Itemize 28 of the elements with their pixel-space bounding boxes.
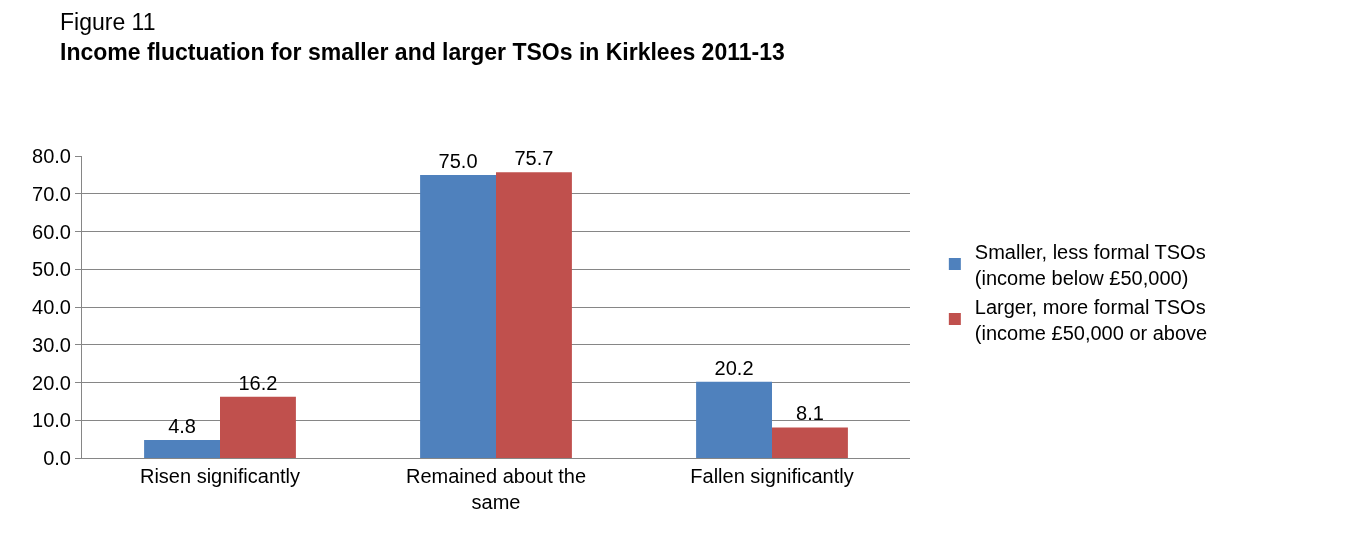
y-tick-label: 80.0 (32, 145, 71, 167)
data-label: 4.8 (168, 414, 196, 437)
legend-label: Smaller, less formal TSOs (income below £50,000) (974, 240, 1206, 289)
bar (144, 439, 220, 458)
y-tick-label: 70.0 (32, 182, 71, 205)
data-label: 16.2 (238, 371, 278, 394)
x-tick-label: Risen significantly (139, 465, 301, 487)
data-label: 75.0 (438, 149, 478, 172)
chart-subtitle: Income fluctuation for smaller and larger TSOs in Kirklees 2011-13 (60, 38, 785, 65)
data-label: 20.2 (714, 356, 754, 379)
data-label: 8.1 (796, 402, 824, 425)
y-tick-label: 20.0 (32, 371, 71, 394)
bar (772, 427, 848, 458)
y-tick-label: 30.0 (32, 333, 71, 356)
bar (696, 381, 772, 458)
y-tick-label: 50.0 (32, 258, 71, 281)
bar (420, 174, 496, 458)
bar (496, 172, 572, 458)
y-tick-label: 10.0 (32, 409, 71, 432)
x-tick-label: Remained about the same (405, 465, 587, 513)
y-tick-label: 60.0 (32, 220, 71, 243)
y-tick-label: 40.0 (32, 296, 71, 318)
y-tick-label: 0.0 (43, 447, 71, 469)
x-tick-label: Fallen significantly (690, 465, 854, 487)
chart-title: Figure 11 (60, 9, 156, 35)
bar (220, 396, 296, 458)
data-label: 75.7 (514, 147, 554, 170)
legend-label: Larger, more formal TSOs (income £50,000 or above (974, 295, 1208, 344)
